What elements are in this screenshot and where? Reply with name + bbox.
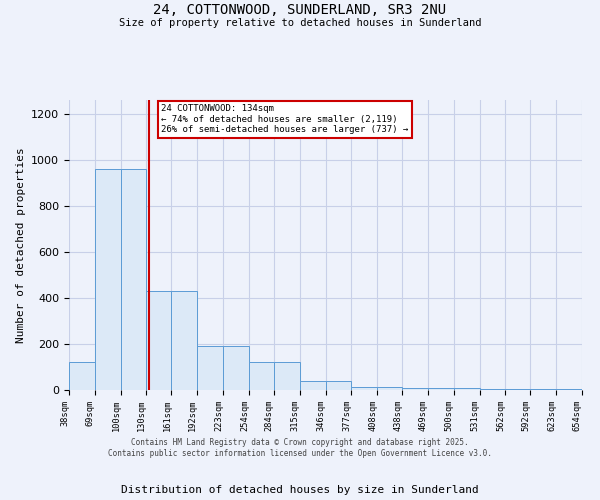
Bar xyxy=(530,389,556,390)
Bar xyxy=(121,169,146,390)
Bar xyxy=(69,362,95,390)
Bar xyxy=(223,346,249,390)
Text: Size of property relative to detached houses in Sunderland: Size of property relative to detached ho… xyxy=(119,18,481,28)
Bar xyxy=(428,388,454,390)
Bar xyxy=(377,386,402,390)
Text: 24, COTTONWOOD, SUNDERLAND, SR3 2NU: 24, COTTONWOOD, SUNDERLAND, SR3 2NU xyxy=(154,2,446,16)
Bar xyxy=(274,362,299,390)
Bar xyxy=(556,389,582,390)
Bar xyxy=(352,386,377,390)
Bar xyxy=(146,291,172,390)
Text: 24 COTTONWOOD: 134sqm
← 74% of detached houses are smaller (2,119)
26% of semi-d: 24 COTTONWOOD: 134sqm ← 74% of detached … xyxy=(161,104,409,134)
Text: Contains HM Land Registry data © Crown copyright and database right 2025.
Contai: Contains HM Land Registry data © Crown c… xyxy=(108,438,492,458)
Bar xyxy=(402,388,428,390)
Bar xyxy=(325,381,352,390)
Bar xyxy=(454,388,479,390)
Bar xyxy=(197,346,223,390)
Bar xyxy=(505,389,530,390)
Bar xyxy=(299,381,325,390)
Bar xyxy=(249,362,274,390)
Y-axis label: Number of detached properties: Number of detached properties xyxy=(16,147,26,343)
Bar xyxy=(95,169,121,390)
Bar xyxy=(172,291,197,390)
Bar xyxy=(479,389,505,390)
Text: Distribution of detached houses by size in Sunderland: Distribution of detached houses by size … xyxy=(121,485,479,495)
